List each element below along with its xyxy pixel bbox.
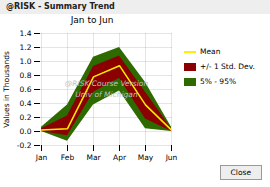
html-text:@RISK - Summary Trend: @RISK - Summary Trend (6, 2, 115, 11)
svg-text:0.2: 0.2 (20, 113, 32, 122)
svg-text:-0.2: -0.2 (17, 141, 32, 150)
svg-text:1.4: 1.4 (20, 29, 32, 38)
html-text:Mean: Mean (200, 47, 221, 56)
html-text:5% - 95%: 5% - 95% (200, 77, 236, 86)
svg-text:Mar: Mar (86, 153, 101, 162)
svg-text:Jun: Jun (165, 153, 178, 162)
svg-text:Values in Thousands: Values in Thousands (2, 51, 11, 128)
svg-text:0.4: 0.4 (20, 99, 32, 108)
svg-text:Jan: Jan (35, 153, 48, 162)
svg-text:0.6: 0.6 (20, 85, 32, 94)
svg-text:1.0: 1.0 (20, 57, 32, 66)
svg-text:May: May (138, 153, 154, 162)
svg-text:@RISK Course Version: @RISK Course Version (65, 79, 149, 88)
html-text:Jan to Jun: Jan to Jun (70, 15, 114, 25)
svg-text:0.8: 0.8 (20, 71, 32, 80)
svg-text:Apr: Apr (113, 153, 127, 162)
svg-text:0.0: 0.0 (20, 127, 32, 136)
html-text:Close: Close (230, 168, 251, 177)
svg-text:1.2: 1.2 (20, 43, 32, 52)
html-text:+/- 1 Std. Dev.: +/- 1 Std. Dev. (200, 62, 255, 71)
svg-text:Feb: Feb (61, 153, 75, 162)
svg-text:Univ of Michigan: Univ of Michigan (75, 90, 138, 99)
